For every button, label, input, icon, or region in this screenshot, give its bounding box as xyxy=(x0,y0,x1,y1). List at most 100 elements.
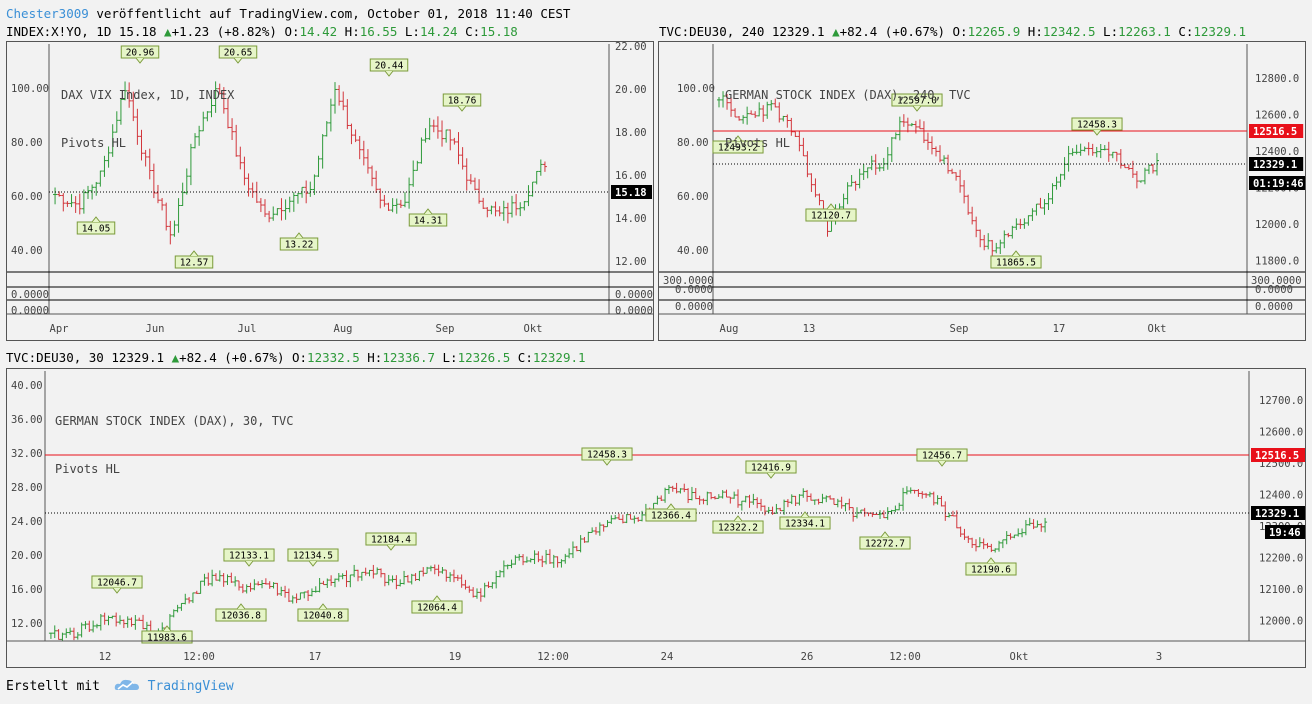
time-axis-tick: Jul xyxy=(238,323,257,335)
legend-title: DAX VIX Index, 1D, INDEX xyxy=(61,88,235,102)
right-axis-tick: 18.00 xyxy=(615,127,647,139)
time-axis-tick: 12:00 xyxy=(537,651,569,663)
indicator-name: Pivots HL xyxy=(55,462,121,476)
up-arrow-icon: ▲ xyxy=(832,24,840,39)
right-axis-tick: 20.00 xyxy=(615,84,647,96)
pivot-high-value: 12458.3 xyxy=(1077,120,1117,131)
pivot-marker xyxy=(162,625,172,632)
pivot-marker xyxy=(880,531,890,538)
pivot-low-value: 12190.6 xyxy=(971,565,1011,576)
chart-vix-canvas[interactable]: 100.00 80.00 60.00 40.00 22.00 20.00 18.00 16.0… xyxy=(7,42,653,340)
pivot-high-value: 18.76 xyxy=(448,96,477,107)
bar-countdown-tag: 01:19:46 xyxy=(1253,178,1304,190)
indicator-name: Pivots HL xyxy=(61,136,127,150)
right-axis-tick: 12000.0 xyxy=(1259,616,1303,628)
pivot-marker xyxy=(189,250,199,257)
pivot-marker xyxy=(236,603,246,610)
high-value: 12342.5 xyxy=(1042,24,1096,39)
time-axis-tick: 19 xyxy=(449,651,462,663)
pivot-marker xyxy=(308,560,318,567)
pivot-high-value: 12134.5 xyxy=(293,551,333,562)
pivot-marker xyxy=(135,57,145,64)
time-axis-tick: 12 xyxy=(99,651,112,663)
pivot-marker xyxy=(384,70,394,77)
pivot-marker xyxy=(766,472,776,479)
resistance-price-tag-bg xyxy=(1251,448,1305,462)
pivot-high-value: 12456.7 xyxy=(922,451,962,462)
last-price-tag: 12329.1 xyxy=(1255,508,1299,520)
high-value: 16.55 xyxy=(359,24,398,39)
pivot-marker xyxy=(432,595,442,602)
pivot-high-value: 20.96 xyxy=(126,48,155,59)
left-axis-tick: 28.00 xyxy=(11,482,43,494)
legend-title: GERMAN STOCK INDEX (DAX), 240, TVC xyxy=(725,88,971,102)
chart-vix-legend: DAX VIX Index, 1D, INDEX Pivots HL xyxy=(61,55,234,183)
chart-dax30-canvas[interactable]: 40.00 36.00 32.00 28.00 24.00 20.00 16.00 12.00… xyxy=(7,369,1305,667)
last-price-tag: 15.18 xyxy=(615,187,647,199)
left-axis-tick: 40.00 xyxy=(11,245,43,257)
pivot-marker xyxy=(91,216,101,223)
pivot-low-value: 12120.7 xyxy=(811,211,851,222)
pivot-low-value: 14.31 xyxy=(414,216,443,227)
pivot-low-value: 12334.1 xyxy=(785,519,825,530)
chart-vix-panel[interactable]: 100.00 80.00 60.00 40.00 22.00 20.00 18.00 16.0… xyxy=(6,41,654,341)
open-value: 12332.5 xyxy=(307,350,360,365)
left-axis-tick: 36.00 xyxy=(11,414,43,426)
left-axis-tick: 60.00 xyxy=(11,191,43,203)
pivot-marker xyxy=(826,203,836,210)
symbol-label: TVC:DEU30, 30 12329.1 xyxy=(6,350,165,365)
time-axis-tick: Okt xyxy=(524,323,543,335)
left-axis-tick: 80.00 xyxy=(11,137,43,149)
time-axis-tick: Okt xyxy=(1010,651,1029,663)
time-axis-tick: 12:00 xyxy=(889,651,921,663)
left-axis-tick: 20.00 xyxy=(11,550,43,562)
right-axis-tick: 11800.0 xyxy=(1255,256,1299,268)
pivot-marker xyxy=(733,515,743,522)
author-link[interactable]: Chester3009 xyxy=(6,6,89,21)
pivot-marker xyxy=(912,105,922,112)
last-price-tag-bg xyxy=(1249,157,1304,171)
pivot-marker xyxy=(386,544,396,551)
tradingview-cloud-icon xyxy=(114,679,139,690)
tradingview-link[interactable]: TradingView xyxy=(147,679,234,694)
change-label: +1.23 (+8.82%) xyxy=(171,24,277,39)
pivot-marker xyxy=(294,232,304,239)
left-axis-tick: 16.00 xyxy=(11,584,43,596)
time-axis-tick: Jun xyxy=(146,323,165,335)
pivot-marker xyxy=(457,105,467,112)
left-axis-tick: 24.00 xyxy=(11,516,43,528)
time-axis-tick: 13 xyxy=(803,323,816,335)
symbol-label: TVC:DEU30, 240 12329.1 xyxy=(659,24,825,39)
chart-dax30-ohlc: TVC:DEU30, 30 12329.1 ▲+82.4 (+0.67%) O:… xyxy=(6,350,586,365)
chart-dax30-panel[interactable]: 40.00 36.00 32.00 28.00 24.00 20.00 16.00 12.00… xyxy=(6,368,1306,668)
right-pane-tick: 0.0000 xyxy=(1255,301,1293,313)
legend-title: GERMAN STOCK INDEX (DAX), 30, TVC xyxy=(55,414,294,428)
pivot-high-value: 12046.7 xyxy=(97,578,137,589)
pivot-low-value: 11865.5 xyxy=(996,258,1036,269)
left-pane-tick: 0.0000 xyxy=(11,305,49,317)
resistance-price-tag: 12516.5 xyxy=(1253,126,1297,138)
created-with-label: Erstellt mit xyxy=(6,679,100,694)
up-arrow-icon: ▲ xyxy=(171,350,180,365)
high-value: 12336.7 xyxy=(382,350,435,365)
left-axis-tick: 100.00 xyxy=(11,83,49,95)
pivot-low-value: 12040.8 xyxy=(303,611,343,622)
publish-header: Chester3009 veröffentlicht auf TradingVi… xyxy=(6,6,570,21)
pivot-high-value: 12133.1 xyxy=(229,551,269,562)
pivot-low-value: 12036.8 xyxy=(221,611,261,622)
chart-dax240-canvas[interactable]: 100.00 80.00 60.00 40.00 12800.0 12600.0 12400… xyxy=(659,42,1305,340)
left-pane-tick: 0.0000 xyxy=(675,301,713,313)
bar-countdown-tag: 19:46 xyxy=(1269,527,1301,539)
pivot-low-value: 12493.2 xyxy=(718,143,758,154)
pivot-low-value: 12064.4 xyxy=(417,603,457,614)
open-value: 12265.9 xyxy=(967,24,1021,39)
close-value: 12329.1 xyxy=(532,350,586,365)
pivot-marker xyxy=(112,587,122,594)
up-arrow-icon: ▲ xyxy=(164,24,172,39)
left-axis-tick: 12.00 xyxy=(11,618,43,630)
low-value: 14.24 xyxy=(419,24,458,39)
pivot-low-value: 11983.6 xyxy=(147,633,187,644)
time-axis-tick: Aug xyxy=(720,323,739,335)
pivot-marker xyxy=(233,57,243,64)
chart-dax240-panel[interactable]: 100.00 80.00 60.00 40.00 12800.0 12600.0 12400… xyxy=(658,41,1306,341)
